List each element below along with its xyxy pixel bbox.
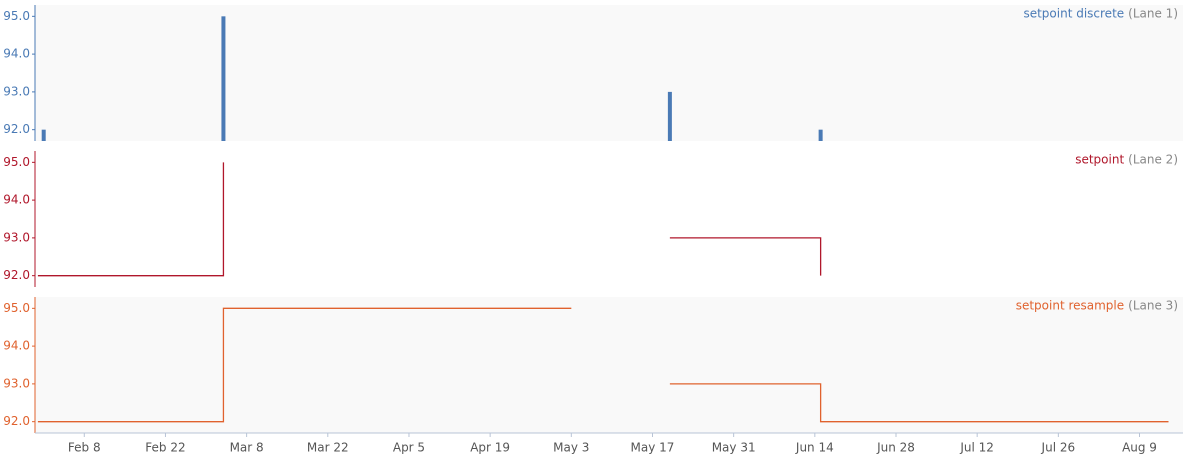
y-tick-label: 93.0 — [3, 376, 30, 390]
x-tick-label: Feb 22 — [145, 441, 185, 455]
step-line — [669, 383, 1169, 423]
lane-title: setpoint — [1075, 153, 1124, 167]
x-tick-label: May 3 — [553, 441, 589, 455]
y-tick-label: 93.0 — [3, 84, 30, 98]
x-tick-label: Aug 9 — [1122, 441, 1157, 455]
bar — [41, 129, 46, 141]
bar — [221, 16, 226, 141]
x-tick-label: Apr 19 — [470, 441, 510, 455]
lane-title: setpoint discrete — [1023, 7, 1124, 21]
lane-background — [35, 151, 1183, 287]
y-tick-label: 92.0 — [3, 268, 30, 282]
step-line — [669, 237, 822, 276]
y-tick-label: 95.0 — [3, 9, 30, 23]
x-tick-label: Mar 22 — [307, 441, 349, 455]
lane-background — [35, 5, 1183, 141]
x-tick-label: May 17 — [631, 441, 675, 455]
x-tick-label: Mar 8 — [230, 441, 264, 455]
y-tick-label: 94.0 — [3, 47, 30, 61]
lane-subtitle: (Lane 3) — [1128, 299, 1178, 313]
y-tick-label: 92.0 — [3, 414, 30, 428]
bar — [818, 129, 823, 141]
step-line — [37, 162, 225, 277]
step-line — [37, 307, 572, 423]
x-tick-label: Jun 28 — [876, 441, 915, 455]
y-tick-label: 92.0 — [3, 122, 30, 136]
lane-subtitle: (Lane 1) — [1128, 7, 1178, 21]
y-tick-label: 95.0 — [3, 155, 30, 169]
y-tick-label: 93.0 — [3, 230, 30, 244]
x-tick-label: Apr 5 — [393, 441, 425, 455]
x-tick-label: Jun 14 — [795, 441, 834, 455]
x-tick-label: Jul 26 — [1041, 441, 1076, 455]
lane-subtitle: (Lane 2) — [1128, 153, 1178, 167]
y-tick-label: 94.0 — [3, 339, 30, 353]
bar — [667, 91, 672, 141]
x-tick-label: Jul 12 — [959, 441, 994, 455]
y-tick-label: 94.0 — [3, 193, 30, 207]
x-tick-label: May 31 — [712, 441, 756, 455]
x-tick-label: Feb 8 — [68, 441, 101, 455]
lane-title: setpoint resample — [1016, 299, 1124, 313]
y-tick-label: 95.0 — [3, 301, 30, 315]
lane-background — [35, 297, 1183, 433]
